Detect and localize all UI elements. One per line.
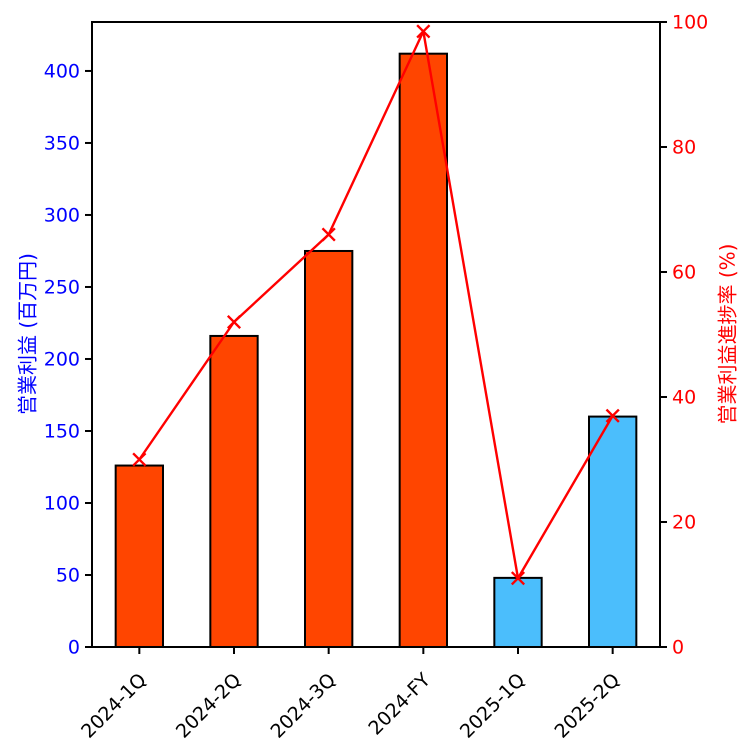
bar-2024-2Q xyxy=(209,334,259,648)
left-axis-tick-label: 400 xyxy=(44,60,80,82)
marker-x-2024-1Q xyxy=(132,452,147,467)
bar-2024-1Q xyxy=(114,464,164,649)
right-axis-tick-label: 60 xyxy=(672,262,696,284)
right-axis-tick-label: 40 xyxy=(672,387,696,409)
right-axis-tick-label: 80 xyxy=(672,137,696,159)
bar-2025-2Q xyxy=(588,415,638,649)
marker-x-2024-FY xyxy=(416,24,431,39)
left-axis-tick-label: 150 xyxy=(44,420,80,442)
marker-x-2024-2Q xyxy=(226,314,242,330)
left-axis-tick-label: 200 xyxy=(44,348,80,370)
right-axis-title: 営業利益進捗率 (%) xyxy=(715,243,740,425)
bar-2024-3Q xyxy=(304,249,354,649)
right-axis-tick-label: 0 xyxy=(672,637,684,659)
marker-x-2024-3Q xyxy=(321,227,336,242)
bar-2025-1Q xyxy=(493,576,543,648)
left-axis-tick-label: 250 xyxy=(44,276,80,298)
bar-2024-FY xyxy=(398,52,448,649)
left-axis-tick-label: 0 xyxy=(68,637,80,659)
marker-x-2025-2Q xyxy=(605,408,620,423)
left-axis-tick-label: 350 xyxy=(44,132,80,154)
left-axis-tick-label: 100 xyxy=(44,492,80,514)
right-axis-tick-label: 100 xyxy=(672,12,708,34)
left-axis-tick-label: 300 xyxy=(44,204,80,226)
right-axis-tick-label: 20 xyxy=(672,512,696,534)
marker-x-2025-1Q xyxy=(510,571,526,586)
progress-line xyxy=(138,30,614,580)
plot-border xyxy=(91,21,661,648)
left-axis-tick-label: 50 xyxy=(56,564,80,586)
left-axis-title: 営業利益 (百万円) xyxy=(15,253,40,415)
